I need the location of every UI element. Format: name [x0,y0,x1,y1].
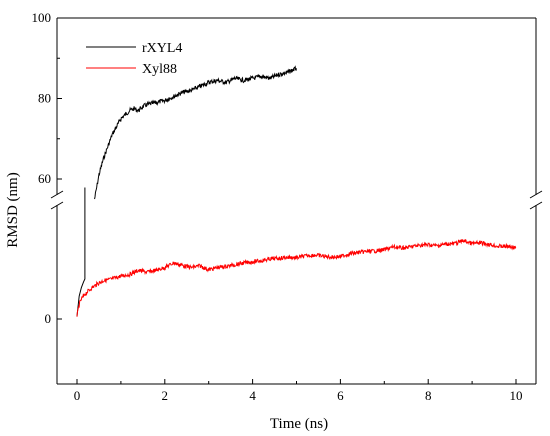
legend-label-xyl88: Xyl88 [142,62,177,77]
break-mark-left-2 [50,201,64,210]
y-tick-label-lower: 0 [45,311,52,326]
x-tick-label: 6 [337,388,344,403]
series-line-rxyl4-upper [94,65,297,200]
plot-marks: 0 2 4 6 8 10 60 80 100 0 [32,10,543,403]
y-tick-label-upper: 60 [38,171,51,186]
series-line-xyl88 [76,239,517,317]
legend-label-rxyl4: rXYL4 [142,41,182,56]
break-mark-left-1 [50,190,64,199]
x-tick-label: 0 [74,388,81,403]
x-axis-title: Time (ns) [270,416,328,432]
x-tick-label: 2 [162,388,169,403]
x-tick-label: 4 [249,388,256,403]
y-axis-title: RMSD (nm) [5,172,21,247]
x-tick-label: 10 [510,388,523,403]
break-mark-right-1 [529,190,543,199]
y-tick-label-upper: 100 [32,10,52,25]
series-line-rxyl4-lower [76,187,86,317]
legend: rXYL4 Xyl88 [86,41,182,77]
y-tick-label-upper: 80 [38,91,51,106]
break-mark-right-2 [529,201,543,210]
x-tick-label: 8 [425,388,432,403]
